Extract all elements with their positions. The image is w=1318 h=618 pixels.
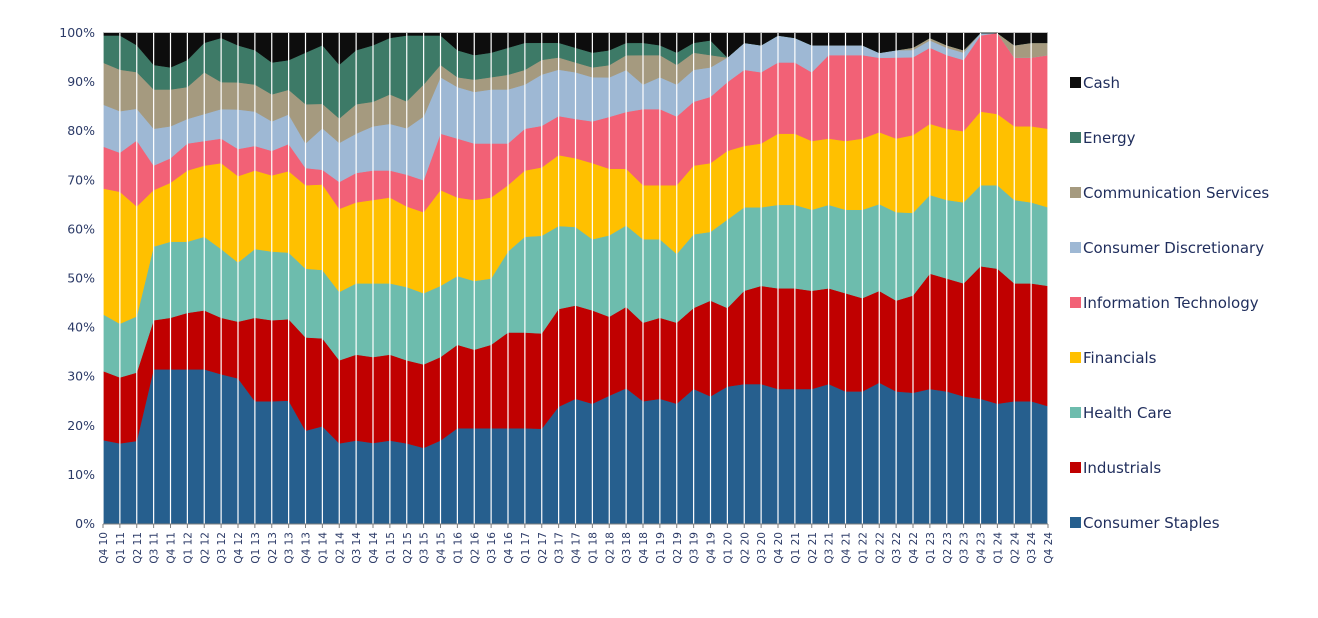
y-tick-label: 20% [67, 418, 95, 433]
y-tick-label: 40% [67, 320, 95, 335]
x-tick-label: Q4 19 [706, 532, 718, 564]
x-tick-label: Q3 20 [756, 532, 768, 564]
legend-swatch-consumer-discretionary [1070, 242, 1081, 253]
legend-swatch-industrials [1070, 462, 1081, 473]
x-tick-label: Q1 15 [385, 532, 397, 564]
x-tick-label: Q3 12 [216, 532, 228, 564]
legend: Cash Energy Communication Services Consumer… [1070, 74, 1269, 532]
x-tick-label: Q1 22 [857, 532, 869, 564]
x-tick-label: Q2 24 [1009, 532, 1021, 564]
x-tick-label: Q2 15 [402, 532, 414, 564]
x-tick-label: Q4 14 [368, 532, 380, 564]
x-tick-label: Q2 14 [334, 532, 346, 564]
legend-label-information-technology: Information Technology [1083, 294, 1259, 312]
x-axis-tick-labels: Q4 10 Q1 11 Q2 11 Q3 11 Q4 11 Q1 12 Q2 12 Q3 12… [98, 532, 1055, 564]
x-tick-label: Q2 11 [132, 532, 144, 564]
y-tick-label: 30% [67, 369, 95, 384]
x-tick-label: Q3 15 [419, 532, 431, 564]
legend-swatch-consumer-staples [1070, 517, 1081, 528]
legend-swatch-energy [1070, 132, 1081, 143]
x-tick-label: Q1 19 [655, 532, 667, 564]
x-tick-label: Q3 17 [554, 532, 566, 564]
x-tick-label: Q1 13 [250, 532, 262, 564]
x-tick-label: Q3 13 [284, 532, 296, 564]
y-tick-label: 60% [67, 221, 95, 236]
y-axis-tick-labels: 0% 10% 20% 30% 40% 50% 60% 70% 80% 90% 100% [59, 25, 95, 531]
x-tick-label: Q4 12 [233, 532, 245, 564]
legend-label-financials: Financials [1083, 349, 1157, 367]
x-tick-label: Q2 22 [874, 532, 886, 564]
x-tick-label: Q2 12 [199, 532, 211, 564]
legend-swatch-financials [1070, 352, 1081, 363]
y-tick-label: 50% [67, 271, 95, 286]
x-tick-label: Q1 24 [992, 532, 1004, 564]
x-tick-label: Q2 16 [469, 532, 481, 564]
legend-swatch-cash [1070, 77, 1081, 88]
x-tick-label: Q4 22 [908, 532, 920, 564]
x-tick-label: Q1 14 [317, 532, 329, 564]
x-tick-label: Q1 20 [722, 532, 734, 564]
x-tick-label: Q4 18 [638, 532, 650, 564]
x-tick-label: Q4 11 [166, 532, 178, 564]
x-tick-label: Q1 11 [115, 532, 127, 564]
x-tick-label: Q3 18 [621, 532, 633, 564]
x-tick-label: Q3 21 [824, 532, 836, 564]
legend-swatch-communication-services [1070, 187, 1081, 198]
y-tick-label: 0% [75, 516, 95, 531]
x-tick-label: Q1 16 [452, 532, 464, 564]
y-tick-label: 80% [67, 123, 95, 138]
x-tick-label: Q4 15 [436, 532, 448, 564]
x-tick-label: Q3 14 [351, 532, 363, 564]
legend-swatch-information-technology [1070, 297, 1081, 308]
legend-label-energy: Energy [1083, 129, 1136, 147]
x-tick-label: Q4 17 [571, 532, 583, 564]
x-tick-label: Q2 20 [739, 532, 751, 564]
x-tick-label: Q2 13 [267, 532, 279, 564]
x-tick-label: Q1 21 [790, 532, 802, 564]
y-tick-label: 100% [59, 25, 95, 40]
x-tick-label: Q4 10 [98, 532, 110, 564]
x-tick-label: Q3 16 [486, 532, 498, 564]
x-tick-label: Q1 18 [587, 532, 599, 564]
x-tick-label: Q3 22 [891, 532, 903, 564]
x-tick-label: Q2 21 [807, 532, 819, 564]
x-tick-label: Q2 18 [604, 532, 616, 564]
legend-label-consumer-discretionary: Consumer Discretionary [1083, 239, 1264, 257]
axes [102, 523, 1049, 528]
x-tick-label: Q4 13 [301, 532, 313, 564]
y-tick-label: 90% [67, 74, 95, 89]
x-tick-label: Q2 23 [942, 532, 954, 564]
x-tick-label: Q1 12 [182, 532, 194, 564]
x-tick-label: Q4 20 [773, 532, 785, 564]
x-tick-label: Q1 23 [925, 532, 937, 564]
legend-label-communication-services: Communication Services [1083, 184, 1269, 202]
x-tick-label: Q3 19 [689, 532, 701, 564]
x-tick-label: Q4 16 [503, 532, 515, 564]
x-tick-label: Q2 17 [537, 532, 549, 564]
y-tick-label: 10% [67, 467, 95, 482]
x-tick-label: Q4 23 [976, 532, 988, 564]
legend-label-industrials: Industrials [1083, 459, 1161, 477]
x-tick-label: Q1 17 [520, 532, 532, 564]
x-tick-label: Q3 11 [149, 532, 161, 564]
legend-label-consumer-staples: Consumer Staples [1083, 514, 1220, 532]
x-tick-label: Q4 24 [1043, 532, 1055, 564]
x-tick-label: Q3 24 [1026, 532, 1038, 564]
legend-swatch-health-care [1070, 407, 1081, 418]
x-tick-label: Q2 19 [672, 532, 684, 564]
legend-label-health-care: Health Care [1083, 404, 1172, 422]
area-layers [102, 32, 1049, 525]
legend-label-cash: Cash [1083, 74, 1120, 92]
x-tick-label: Q4 21 [841, 532, 853, 564]
x-tick-label: Q3 23 [959, 532, 971, 564]
y-tick-label: 70% [67, 172, 95, 187]
